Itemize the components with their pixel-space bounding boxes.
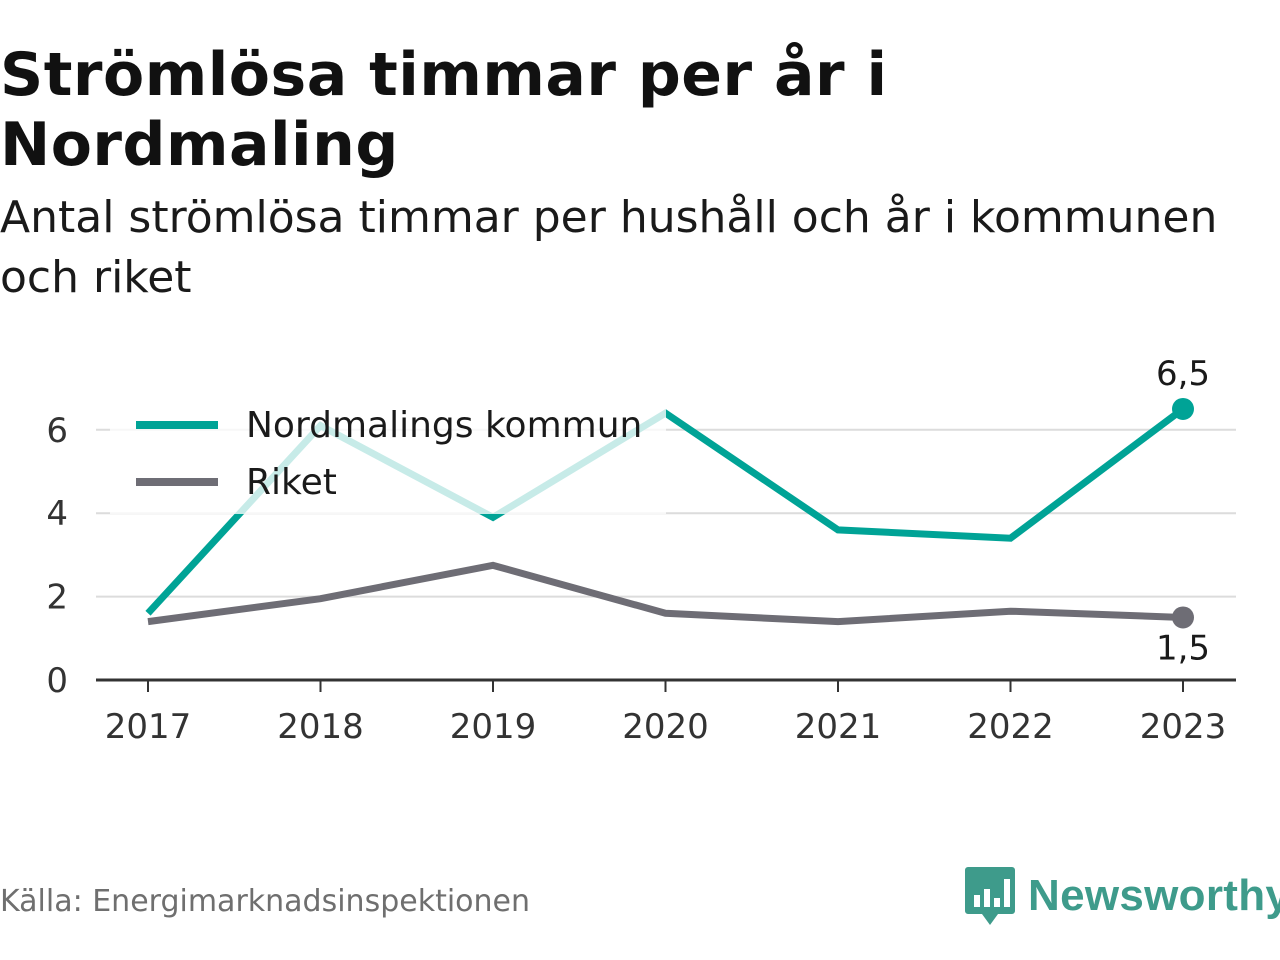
end-point-marker [1172,606,1194,629]
x-tick-label: 2023 [1140,707,1227,747]
chart-subtitle: Antal strömlösa timmar per hushåll och å… [0,192,1218,303]
x-axis-tick-labels: 2017 2018 2019 2020 2021 2022 2023 [105,707,1227,747]
x-tick-label: 2022 [967,707,1054,747]
brand-name: Newsworthy [1028,871,1280,920]
y-tick-label: 4 [46,494,68,534]
x-tick-label: 2021 [795,707,882,747]
y-tick-label: 0 [46,661,68,701]
end-point-marker [1172,397,1194,420]
x-tick-label: 2017 [105,707,192,747]
line-chart: 0 2 4 6 2017 2018 2019 2020 2021 2022 2023 Nordma… [46,354,1236,747]
data-label-nordmaling-2023: 6,5 [1156,354,1210,394]
x-axis [96,678,1236,692]
bar-chart-speech-bubble-icon [965,867,1015,925]
y-axis-tick-labels: 0 2 4 6 [46,411,68,701]
x-tick-label: 2020 [622,707,709,747]
y-tick-label: 2 [46,578,68,618]
series-line-riket [147,561,1184,626]
legend-label: Nordmalings kommun [246,405,642,446]
x-tick-label: 2019 [450,707,537,747]
newsworthy-logo: Newsworthy [964,864,1280,928]
legend-background [110,388,666,514]
legend: Nordmalings kommun Riket [110,388,666,514]
x-tick-label: 2018 [277,707,364,747]
chart-title: Strömlösa timmar per år i Nordmaling [0,40,888,180]
end-value-labels: 6,5 1,5 [1156,354,1210,669]
data-label-riket-2023: 1,5 [1156,628,1210,668]
y-tick-label: 6 [46,411,68,451]
source-note: Källa: Energimarknadsinspektionen [0,884,531,919]
legend-label: Riket [246,462,337,503]
